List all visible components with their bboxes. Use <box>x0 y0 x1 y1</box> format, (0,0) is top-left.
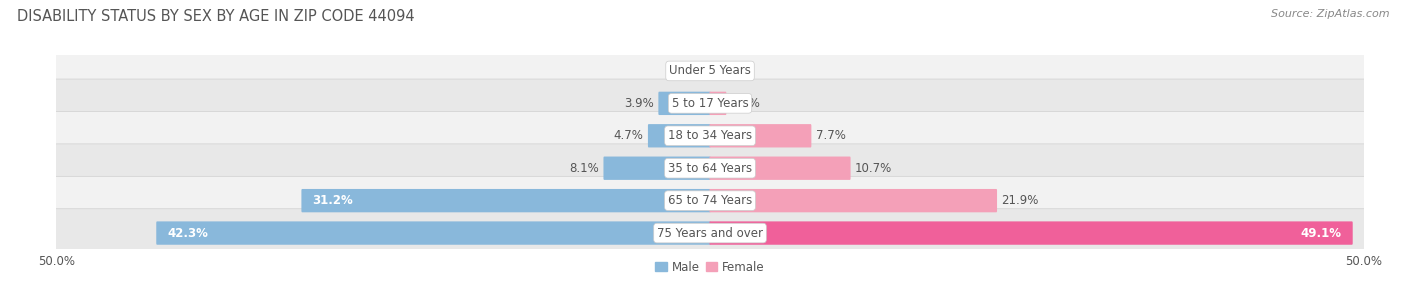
FancyBboxPatch shape <box>603 157 710 180</box>
FancyBboxPatch shape <box>648 124 710 147</box>
Text: 35 to 64 Years: 35 to 64 Years <box>668 162 752 175</box>
FancyBboxPatch shape <box>710 221 1353 245</box>
FancyBboxPatch shape <box>710 157 851 180</box>
Text: Under 5 Years: Under 5 Years <box>669 64 751 78</box>
FancyBboxPatch shape <box>710 189 997 212</box>
FancyBboxPatch shape <box>710 92 727 115</box>
Text: 10.7%: 10.7% <box>855 162 893 175</box>
FancyBboxPatch shape <box>52 112 1368 160</box>
FancyBboxPatch shape <box>301 189 710 212</box>
Text: 18 to 34 Years: 18 to 34 Years <box>668 129 752 142</box>
FancyBboxPatch shape <box>52 176 1368 225</box>
Text: 0.0%: 0.0% <box>716 64 745 78</box>
Text: 65 to 74 Years: 65 to 74 Years <box>668 194 752 207</box>
Text: Source: ZipAtlas.com: Source: ZipAtlas.com <box>1271 9 1389 19</box>
FancyBboxPatch shape <box>156 221 710 245</box>
FancyBboxPatch shape <box>52 79 1368 128</box>
Text: 75 Years and over: 75 Years and over <box>657 226 763 240</box>
Text: 42.3%: 42.3% <box>167 226 208 240</box>
Legend: Male, Female: Male, Female <box>651 256 769 278</box>
FancyBboxPatch shape <box>710 124 811 147</box>
Text: 1.2%: 1.2% <box>731 97 761 110</box>
Text: 31.2%: 31.2% <box>312 194 353 207</box>
FancyBboxPatch shape <box>658 92 710 115</box>
Text: 3.9%: 3.9% <box>624 97 654 110</box>
Text: DISABILITY STATUS BY SEX BY AGE IN ZIP CODE 44094: DISABILITY STATUS BY SEX BY AGE IN ZIP C… <box>17 9 415 24</box>
Text: 0.0%: 0.0% <box>675 64 704 78</box>
Text: 49.1%: 49.1% <box>1301 226 1341 240</box>
FancyBboxPatch shape <box>52 209 1368 257</box>
Text: 7.7%: 7.7% <box>815 129 846 142</box>
FancyBboxPatch shape <box>52 144 1368 192</box>
Text: 8.1%: 8.1% <box>569 162 599 175</box>
Text: 21.9%: 21.9% <box>1001 194 1039 207</box>
Text: 4.7%: 4.7% <box>613 129 644 142</box>
Text: 5 to 17 Years: 5 to 17 Years <box>672 97 748 110</box>
FancyBboxPatch shape <box>52 47 1368 95</box>
